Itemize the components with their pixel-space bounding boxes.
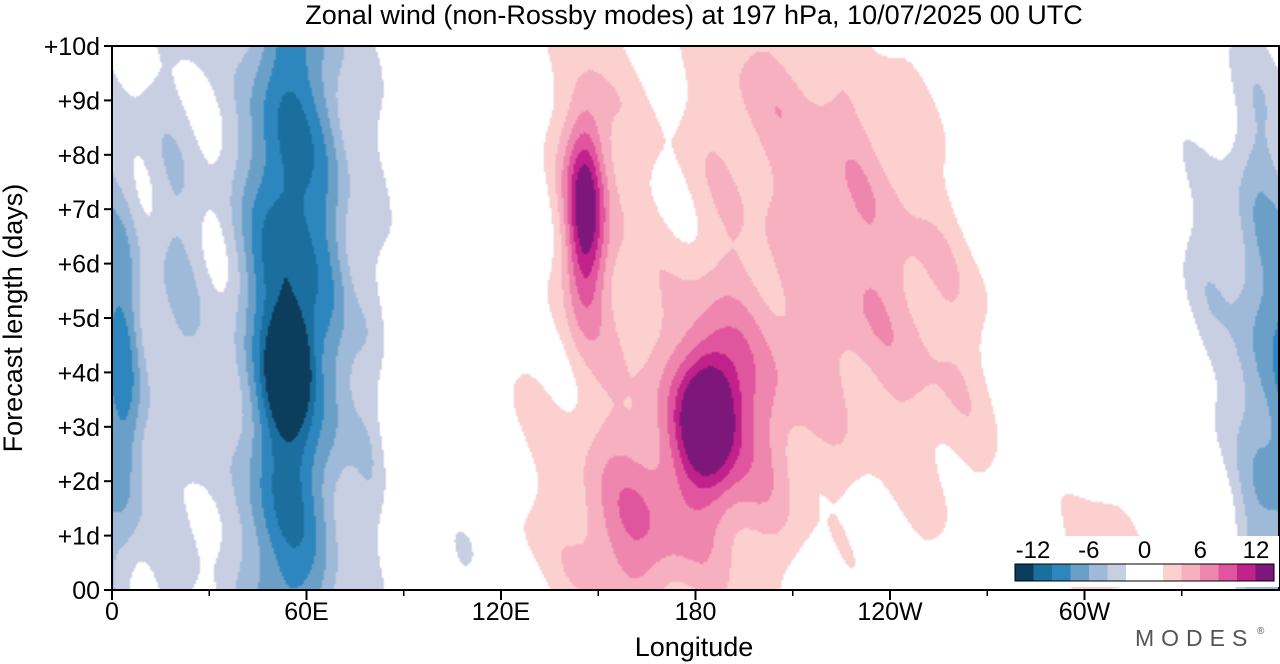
colorbar-swatch [1089,564,1108,581]
colorbar-label: 6 [1194,537,1207,564]
y-tick-label: +8d [58,142,100,170]
colorbar-swatch [1052,564,1071,581]
colorbar-swatch [1070,564,1090,581]
wind-field [112,46,1279,590]
colorbar-label: 12 [1243,537,1270,564]
colorbar-swatch [1126,564,1145,581]
colorbar-swatch [1015,564,1034,581]
x-axis-label: Longitude [635,632,754,662]
y-axis-label: Forecast length (days) [0,184,28,453]
chart-title: Zonal wind (non-Rossby modes) at 197 hPa… [305,0,1082,30]
registered-mark-icon: ® [1257,626,1265,637]
y-tick-label: +6d [58,251,100,279]
y-tick-label: +7d [58,196,100,224]
colorbar-label: 0 [1138,537,1151,564]
colorbar-label: -12 [1016,537,1051,564]
y-tick-label: +10d [44,33,100,61]
colorbar-swatch [1163,564,1182,581]
y-tick-label: +4d [58,359,100,387]
wind-field-image [112,46,1279,590]
x-tick-label: 60W [1059,598,1111,626]
colorbar-frame [1014,563,1275,582]
y-tick-label: +1d [58,523,100,551]
colorbar-swatch [1144,564,1164,581]
x-tick-label: 60E [284,598,328,626]
x-tick-label: 120E [472,598,530,626]
colorbar-swatch [1033,564,1053,581]
modes-logo: MODES [1135,625,1254,651]
colorbar-swatch [1200,564,1219,581]
x-tick-label: 120W [857,598,923,626]
colorbar-swatch [1107,564,1127,581]
y-tick-label: +2d [58,468,100,496]
x-tick-label: 0 [105,598,119,626]
colorbar: -12 -6 0 6 12 [1010,536,1279,587]
y-tick-label: 00 [72,577,100,605]
x-tick-label: 180 [675,598,717,626]
colorbar-swatch [1237,564,1256,581]
y-tick-label: +9d [58,87,100,115]
colorbar-swatch [1181,564,1201,581]
colorbar-swatch [1255,564,1275,581]
colorbar-swatch [1218,564,1238,581]
y-tick-label: +3d [58,414,100,442]
y-tick-label: +5d [58,305,100,333]
colorbar-label: -6 [1078,537,1099,564]
axes: 0 60E 120E 180 120W 60W 00 +1d +2d +3d +4d +5d +6d +7… [44,33,1183,626]
